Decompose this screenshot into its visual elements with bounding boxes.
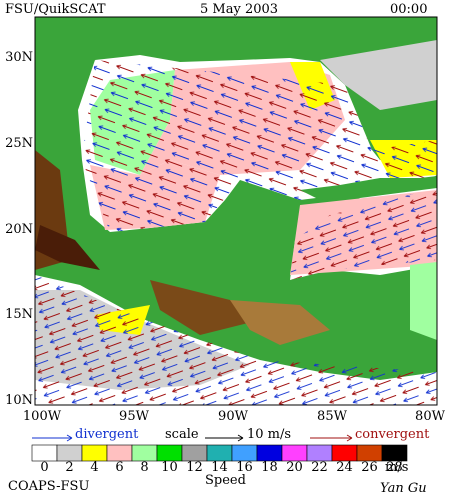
colorbar-label: 8 [140,460,148,475]
colorbar-label: 6 [115,460,123,475]
colorbar-label: 4 [90,460,98,475]
colorbar-title: Speed [205,473,246,488]
colorbar-label: 26 [361,460,378,475]
colorbar-unit: m/s [385,460,408,475]
date: 5 May 2003 [200,2,278,17]
lon-labels: 100W 95W 90W 85W 80W [23,409,446,424]
colorbar-label: 22 [311,460,328,475]
colorbar-label: 2 [65,460,73,475]
lon-label: 80W [415,409,446,424]
lon-label: 85W [317,409,348,424]
lat-label: 10N [5,393,33,408]
map [35,17,437,405]
colorbar-label: 20 [286,460,303,475]
colorbar-cell [381,444,408,462]
colorbar-cell [331,444,358,462]
colorbar-cell [356,444,383,462]
colorbar-label: 0 [40,460,48,475]
colorbar-cell [156,444,183,462]
lat-label: 20N [5,222,33,237]
legend-convergent: convergent [355,427,430,442]
map-frame [34,16,438,406]
colorbar-cell [181,444,208,462]
colorbar-cell [31,444,58,462]
colorbar-cell [56,444,83,462]
lat-label: 30N [5,50,33,65]
lon-label: 100W [23,409,62,424]
colorbar-label: 18 [261,460,278,475]
colorbar-label: 10 [161,460,178,475]
colorbar-label: 28 [386,460,403,475]
legend: divergent scale 10 m/s convergent [32,427,430,442]
colorbar-cell [306,444,333,462]
lat-label: 15N [5,307,33,322]
colorbar-label: 12 [186,460,203,475]
colorbar-cell [106,444,133,462]
colorbar-cell [131,444,158,462]
lat-labels: 30N 25N 20N 15N 10N [5,50,33,408]
colorbar-cell [206,444,233,462]
colorbar-label: 16 [236,460,253,475]
colorbar-cell [281,444,308,462]
lat-label: 25N [5,136,33,151]
author: Yan Gu [380,481,427,496]
legend-scale-value: 10 m/s [247,427,291,442]
colorbar-label: 24 [336,460,353,475]
legend-scale: scale [165,427,199,442]
time: 00:00 [390,2,427,17]
colorbar-cell [231,444,258,462]
lon-label: 95W [119,409,150,424]
lon-label: 90W [218,409,249,424]
colorbar-cell [256,444,283,462]
colorbar-cell [81,444,108,462]
org: COAPS-FSU [8,479,89,494]
colorbar-label: 14 [211,460,228,475]
title: FSU/QuikSCAT [5,2,106,17]
legend-divergent: divergent [75,427,139,442]
colorbar: 0 2 4 6 8 10 12 14 16 18 20 22 24 26 28 [31,444,408,475]
